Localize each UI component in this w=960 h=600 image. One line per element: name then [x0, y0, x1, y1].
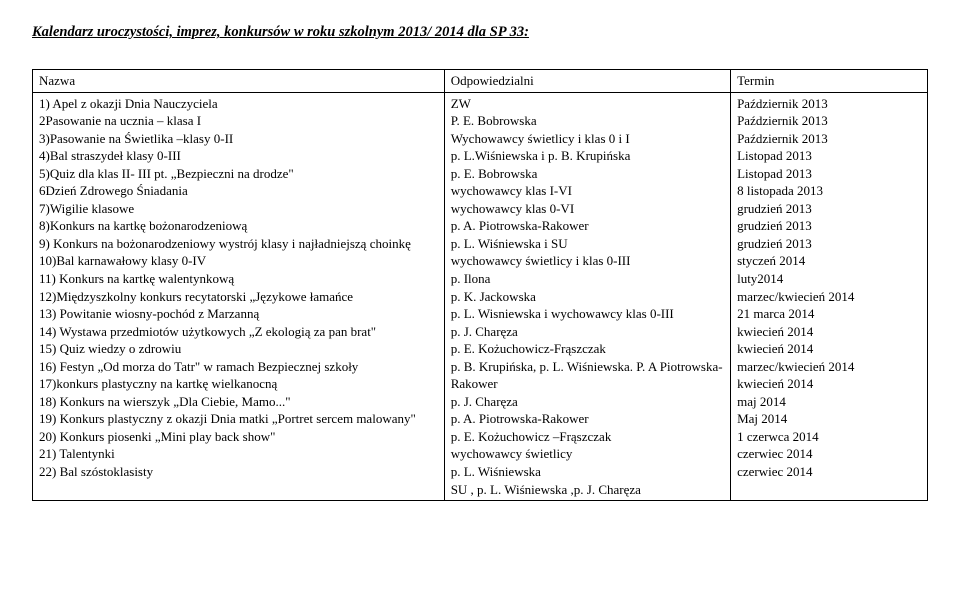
odp-line: wychowawcy świetlicy — [451, 445, 724, 463]
termin-line: grudzień 2013 — [737, 235, 921, 253]
nazwa-line: 7)Wigilie klasowe — [39, 200, 438, 218]
termin-line: Listopad 2013 — [737, 165, 921, 183]
odp-line: p. A. Piotrowska-Rakower — [451, 217, 724, 235]
odp-line: P. E. Bobrowska — [451, 112, 724, 130]
termin-line: maj 2014 — [737, 393, 921, 411]
termin-line: kwiecień 2014 — [737, 375, 921, 393]
termin-line: Październik 2013 — [737, 95, 921, 113]
nazwa-line: 9) Konkurs na bożonarodzeniowy wystrój k… — [39, 235, 438, 253]
termin-line: 8 listopada 2013 — [737, 182, 921, 200]
odp-line: wychowawcy świetlicy i klas 0-III — [451, 252, 724, 270]
odp-line: p. E. Kożuchowicz-Frąszczak — [451, 340, 724, 358]
nazwa-line: 11) Konkurs na kartkę walentynkową — [39, 270, 438, 288]
termin-line: grudzień 2013 — [737, 217, 921, 235]
odp-line: p. E. Bobrowska — [451, 165, 724, 183]
nazwa-line: 3)Pasowanie na Świetlika –klasy 0-II — [39, 130, 438, 148]
nazwa-line: 22) Bal szóstoklasisty — [39, 463, 438, 481]
termin-line: 1 czerwca 2014 — [737, 428, 921, 446]
nazwa-line: 10)Bal karnawałowy klasy 0-IV — [39, 252, 438, 270]
header-odpowiedzialni: Odpowiedzialni — [444, 70, 730, 93]
termin-line: czerwiec 2014 — [737, 463, 921, 481]
odp-line: ZW — [451, 95, 724, 113]
termin-line: kwiecień 2014 — [737, 323, 921, 341]
odp-line: p. E. Kożuchowicz –Frąszczak — [451, 428, 724, 446]
nazwa-line: 17)konkurs plastyczny na kartkę wielkano… — [39, 375, 438, 393]
termin-line: Październik 2013 — [737, 130, 921, 148]
termin-line: marzec/kwiecień 2014 — [737, 288, 921, 306]
termin-line: czerwiec 2014 — [737, 445, 921, 463]
termin-line: 21 marca 2014 — [737, 305, 921, 323]
termin-line: Listopad 2013 — [737, 147, 921, 165]
termin-line: styczeń 2014 — [737, 252, 921, 270]
table-header-row: Nazwa Odpowiedzialni Termin — [33, 70, 928, 93]
header-nazwa: Nazwa — [33, 70, 445, 93]
nazwa-line: 5)Quiz dla klas II- III pt. „Bezpieczni … — [39, 165, 438, 183]
nazwa-line: 19) Konkurs plastyczny z okazji Dnia mat… — [39, 410, 438, 428]
cell-nazwa: 1) Apel z okazji Dnia Nauczyciela2Pasowa… — [33, 92, 445, 501]
odp-line: wychowawcy klas I-VI — [451, 182, 724, 200]
cell-odpowiedzialni: ZWP. E. BobrowskaWychowawcy świetlicy i … — [444, 92, 730, 501]
nazwa-line: 6Dzień Zdrowego Śniadania — [39, 182, 438, 200]
header-termin: Termin — [731, 70, 928, 93]
odp-line: p. B. Krupińska, p. L. Wiśniewska. P. A … — [451, 358, 724, 393]
odp-line: p. L. Wisniewska i wychowawcy klas 0-III — [451, 305, 724, 323]
nazwa-line: 13) Powitanie wiosny-pochód z Marzanną — [39, 305, 438, 323]
nazwa-line: 14) Wystawa przedmiotów użytkowych „Z ek… — [39, 323, 438, 341]
odp-line: Wychowawcy świetlicy i klas 0 i I — [451, 130, 724, 148]
odp-line: p. J. Charęza — [451, 323, 724, 341]
nazwa-line: 16) Festyn „Od morza do Tatr" w ramach B… — [39, 358, 438, 376]
table-body-row: 1) Apel z okazji Dnia Nauczyciela2Pasowa… — [33, 92, 928, 501]
nazwa-line: 21) Talentynki — [39, 445, 438, 463]
termin-line: grudzień 2013 — [737, 200, 921, 218]
odp-line: SU , p. L. Wiśniewska ,p. J. Charęza — [451, 481, 724, 499]
calendar-table: Nazwa Odpowiedzialni Termin 1) Apel z ok… — [32, 69, 928, 501]
termin-line: luty2014 — [737, 270, 921, 288]
odp-line: p. L.Wiśniewska i p. B. Krupińska — [451, 147, 724, 165]
termin-line: kwiecień 2014 — [737, 340, 921, 358]
odp-line: p. L. Wiśniewska — [451, 463, 724, 481]
nazwa-line: 1) Apel z okazji Dnia Nauczyciela — [39, 95, 438, 113]
termin-line: Październik 2013 — [737, 112, 921, 130]
nazwa-line: 18) Konkurs na wierszyk „Dla Ciebie, Mam… — [39, 393, 438, 411]
odp-line: p. A. Piotrowska-Rakower — [451, 410, 724, 428]
nazwa-line: 15) Quiz wiedzy o zdrowiu — [39, 340, 438, 358]
nazwa-line: 12)Międzyszkolny konkurs recytatorski „J… — [39, 288, 438, 306]
odp-line: p. J. Charęza — [451, 393, 724, 411]
odp-line: wychowawcy klas 0-VI — [451, 200, 724, 218]
odp-line: p. K. Jackowska — [451, 288, 724, 306]
odp-line: p. L. Wiśniewska i SU — [451, 235, 724, 253]
nazwa-line: 2Pasowanie na ucznia – klasa I — [39, 112, 438, 130]
nazwa-line: 4)Bal straszydeł klasy 0-III — [39, 147, 438, 165]
odp-line: p. Ilona — [451, 270, 724, 288]
nazwa-line: 20) Konkurs piosenki „Mini play back sho… — [39, 428, 438, 446]
termin-line: Maj 2014 — [737, 410, 921, 428]
page-title: Kalendarz uroczystości, imprez, konkursó… — [32, 24, 928, 41]
nazwa-line: 8)Konkurs na kartkę bożonarodzeniową — [39, 217, 438, 235]
termin-line: marzec/kwiecień 2014 — [737, 358, 921, 376]
cell-termin: Październik 2013Październik 2013Paździer… — [731, 92, 928, 501]
